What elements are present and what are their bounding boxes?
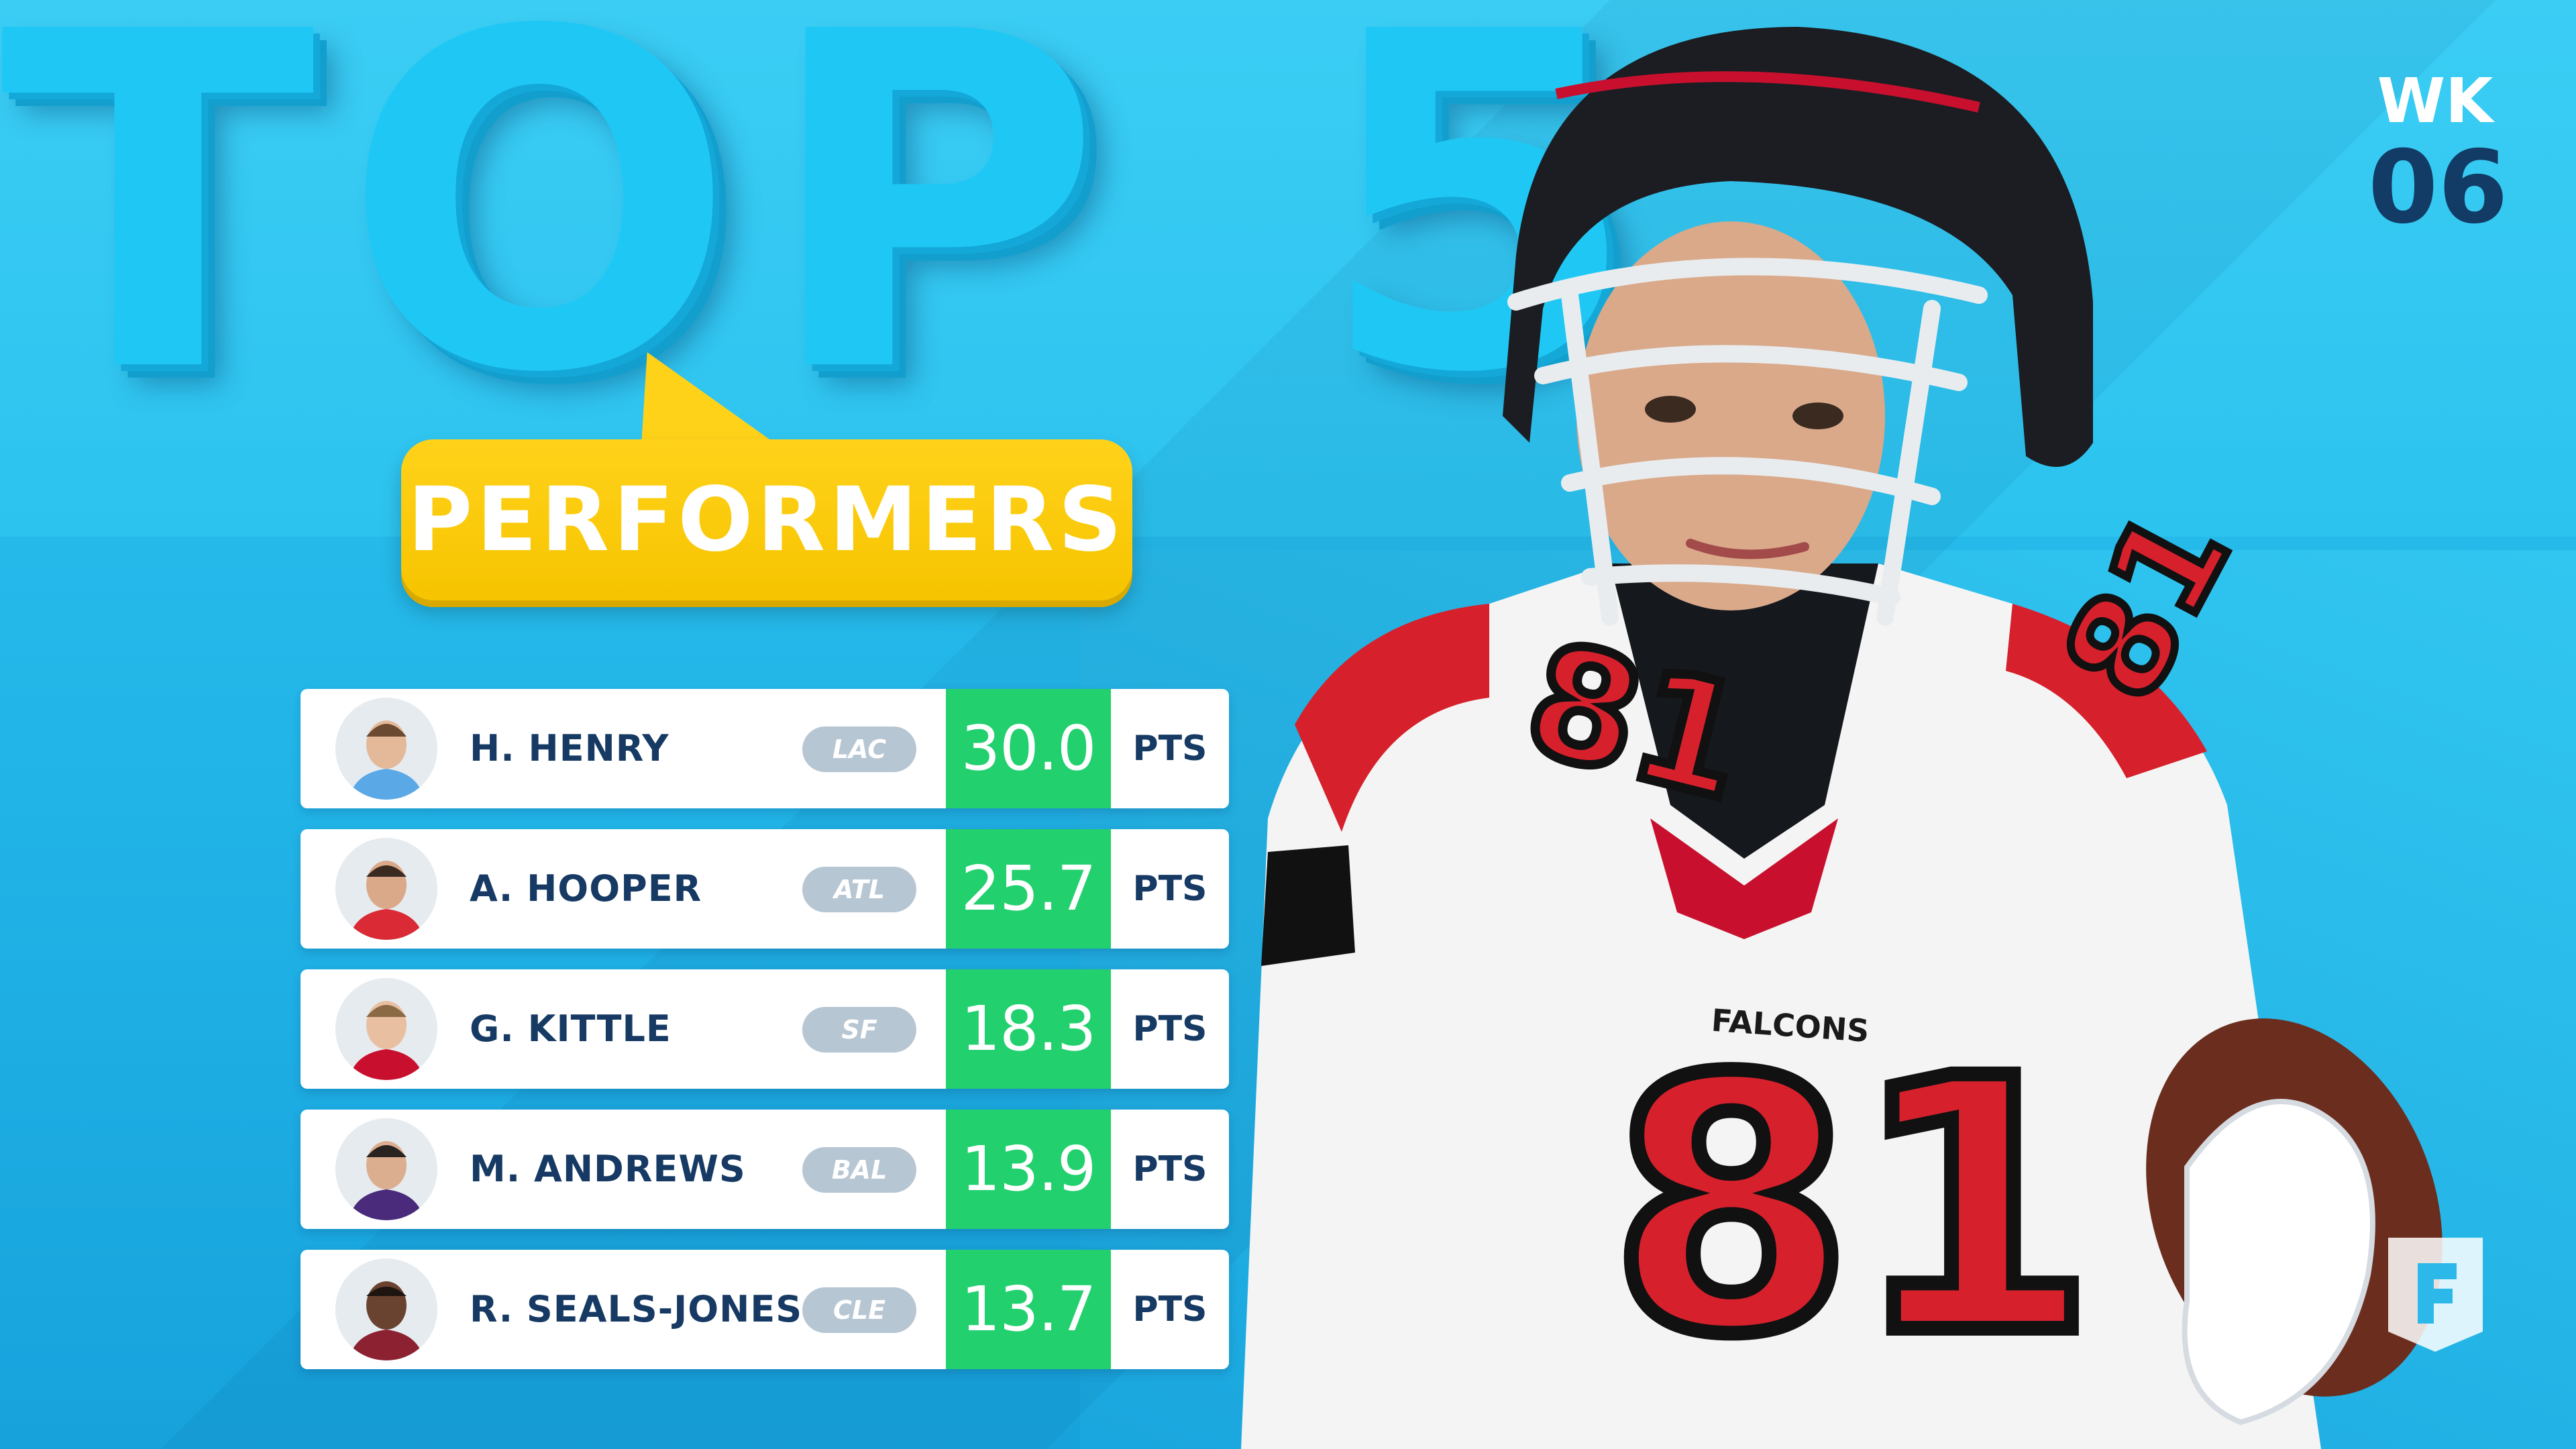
leaderboard-row: G. KITTLE SF 18.3 PTS [301,969,1229,1089]
subtitle: PERFORMERS [407,468,1126,572]
avatar [335,838,437,940]
week-badge: WK 06 [2368,65,2508,246]
points-value: 30.0 [946,689,1111,808]
brand-logo-icon [2380,1238,2491,1352]
player-photo: 81 81 81 FALCONS [1140,13,2576,1449]
team-badge: LAC [802,727,916,772]
player-name: R. SEALS-JONES [470,1288,803,1330]
speech-bubble: PERFORMERS [401,439,1132,600]
player-name: H. HENRY [470,727,669,769]
svg-text:81: 81 [1610,1004,2096,1411]
player-name: M. ANDREWS [470,1148,746,1190]
points-value: 13.7 [946,1250,1111,1369]
points-unit: PTS [1132,1009,1208,1049]
avatar [335,698,437,800]
avatar [335,1258,437,1360]
team-badge: BAL [802,1147,916,1193]
leaderboard-row: H. HENRY LAC 30.0 PTS [301,689,1229,808]
team-badge: CLE [802,1287,916,1333]
team-badge: SF [802,1007,916,1053]
points-unit: PTS [1132,1289,1208,1330]
points-value: 13.9 [946,1110,1111,1229]
leaderboard-row: R. SEALS-JONES CLE 13.7 PTS [301,1250,1229,1369]
avatar [335,1118,437,1220]
points-unit: PTS [1132,729,1208,769]
week-number: 06 [2368,129,2508,246]
points-unit: PTS [1132,1149,1208,1189]
page-title: TOP 5 [0,0,1666,474]
team-badge: ATL [802,867,916,912]
leaderboard-row: M. ANDREWS BAL 13.9 PTS [301,1110,1229,1229]
points-unit: PTS [1132,869,1208,909]
points-value: 25.7 [946,829,1111,949]
player-name: G. KITTLE [470,1008,672,1050]
week-label: WK [2377,65,2493,137]
avatar [335,978,437,1080]
player-name: A. HOOPER [470,867,702,910]
points-value: 18.3 [946,969,1111,1089]
leaderboard-row: A. HOOPER ATL 25.7 PTS [301,829,1229,949]
leaderboard: H. HENRY LAC 30.0 PTS A. HOOPER ATL 25.7… [301,689,1229,1390]
